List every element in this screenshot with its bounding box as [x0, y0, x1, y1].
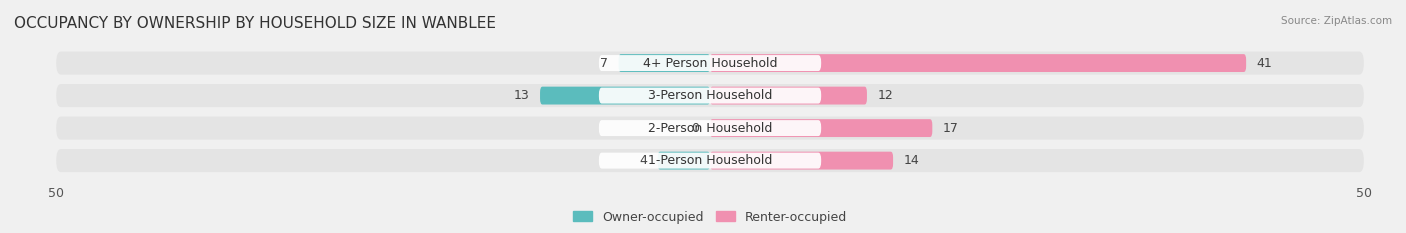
Text: 0: 0: [692, 122, 700, 135]
FancyBboxPatch shape: [56, 84, 1364, 107]
FancyBboxPatch shape: [599, 153, 821, 168]
FancyBboxPatch shape: [56, 116, 1364, 140]
Legend: Owner-occupied, Renter-occupied: Owner-occupied, Renter-occupied: [568, 206, 852, 229]
Text: 7: 7: [600, 57, 607, 70]
Text: 1-Person Household: 1-Person Household: [648, 154, 772, 167]
Text: 14: 14: [904, 154, 920, 167]
FancyBboxPatch shape: [710, 87, 868, 105]
FancyBboxPatch shape: [710, 119, 932, 137]
FancyBboxPatch shape: [599, 88, 821, 103]
Text: 41: 41: [1257, 57, 1272, 70]
FancyBboxPatch shape: [56, 149, 1364, 172]
Text: 4: 4: [640, 154, 647, 167]
FancyBboxPatch shape: [710, 54, 1246, 72]
FancyBboxPatch shape: [599, 55, 821, 71]
Text: OCCUPANCY BY OWNERSHIP BY HOUSEHOLD SIZE IN WANBLEE: OCCUPANCY BY OWNERSHIP BY HOUSEHOLD SIZE…: [14, 16, 496, 31]
FancyBboxPatch shape: [599, 120, 821, 136]
FancyBboxPatch shape: [56, 51, 1364, 75]
FancyBboxPatch shape: [658, 152, 710, 170]
FancyBboxPatch shape: [710, 152, 893, 170]
Text: 13: 13: [513, 89, 530, 102]
Text: 3-Person Household: 3-Person Household: [648, 89, 772, 102]
Text: Source: ZipAtlas.com: Source: ZipAtlas.com: [1281, 16, 1392, 26]
Text: 12: 12: [877, 89, 893, 102]
Text: 17: 17: [943, 122, 959, 135]
Text: 2-Person Household: 2-Person Household: [648, 122, 772, 135]
Text: 4+ Person Household: 4+ Person Household: [643, 57, 778, 70]
FancyBboxPatch shape: [619, 54, 710, 72]
FancyBboxPatch shape: [540, 87, 710, 105]
